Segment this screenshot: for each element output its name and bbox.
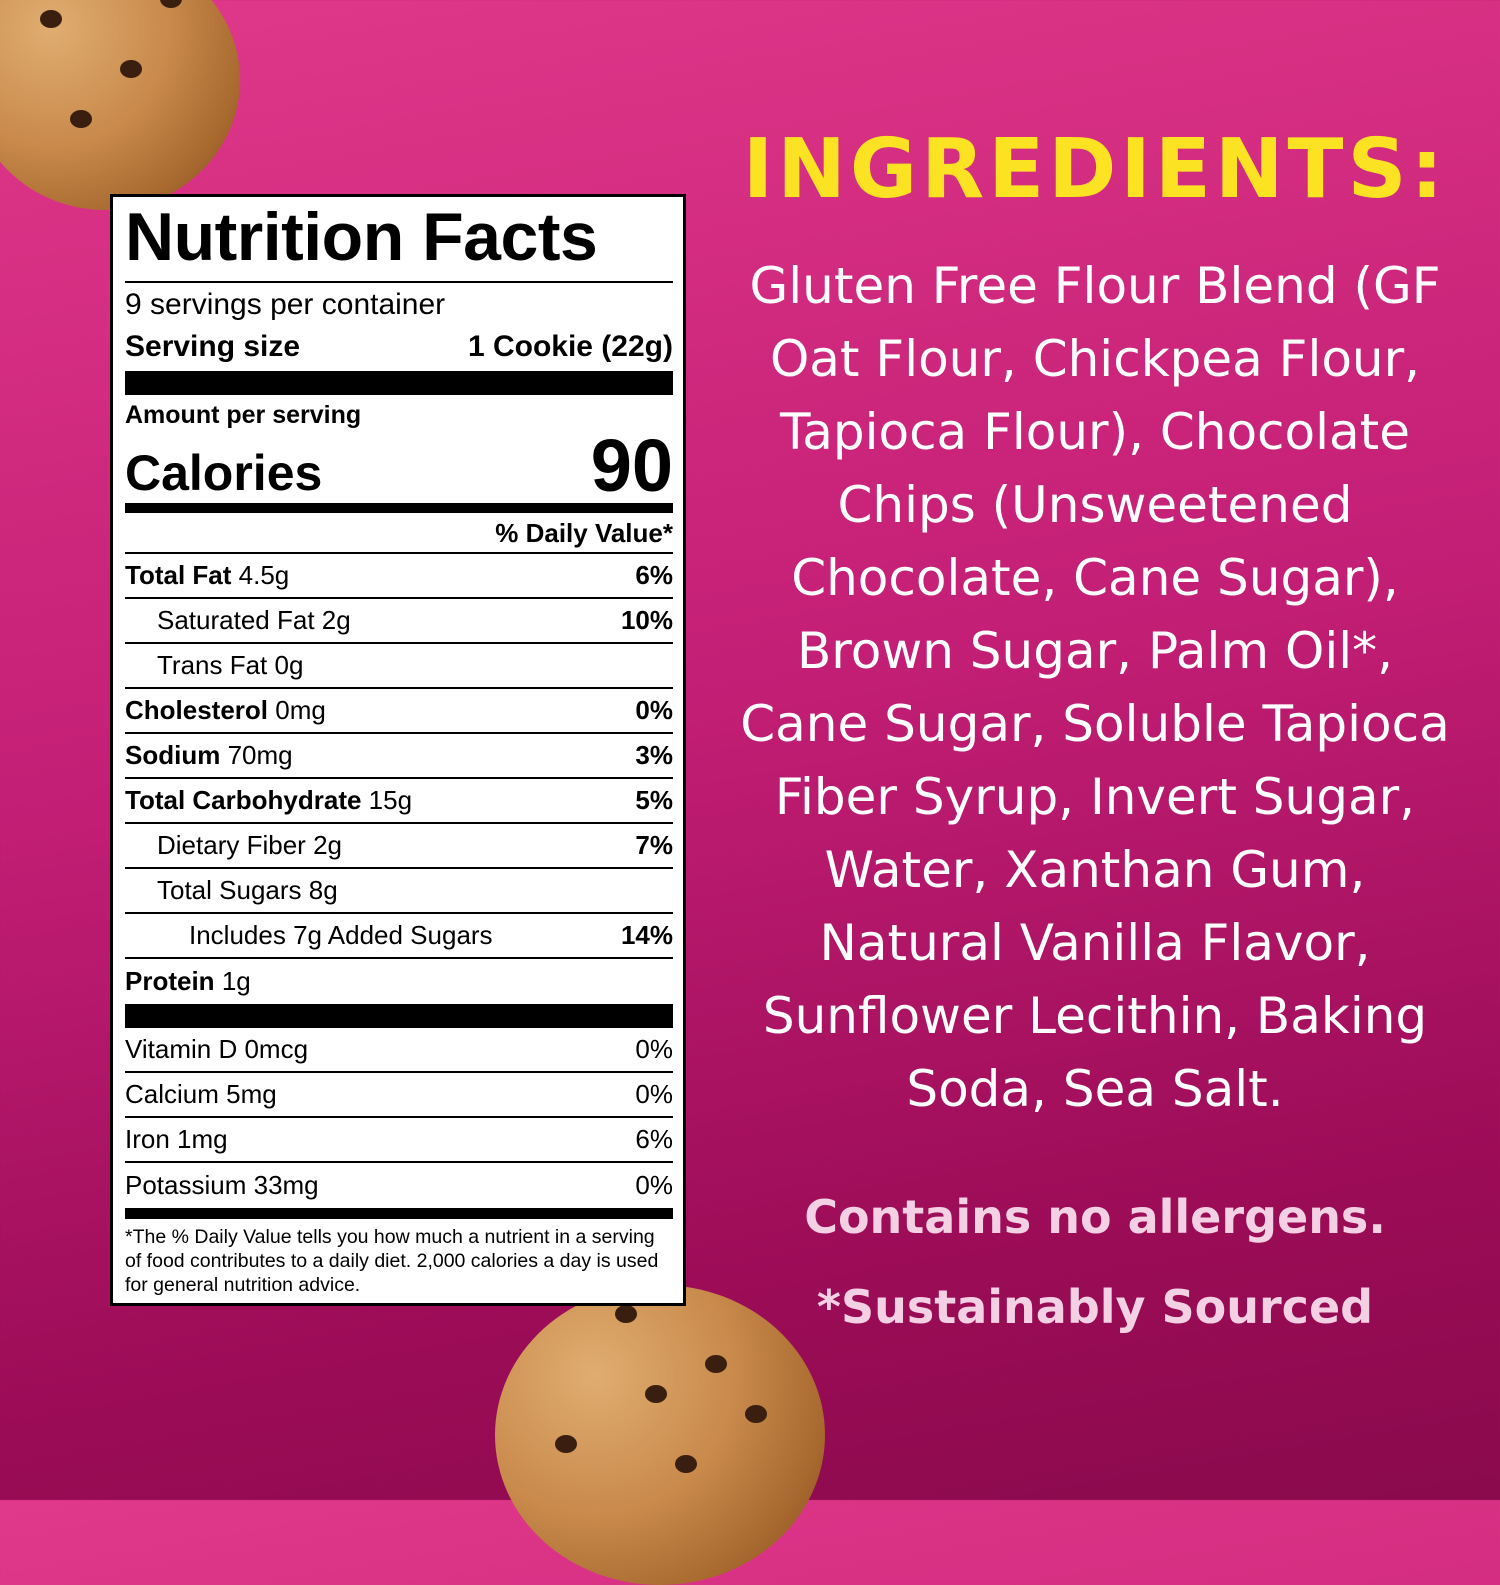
vitamin-daily-value: 0% [635,1170,673,1200]
nutrient-amount: 70mg [227,740,293,770]
nutrient-row: Total Carbohydrate 15g 5% [125,779,673,824]
daily-value-footnote: *The % Daily Value tells you how much a … [125,1226,659,1296]
vitamin-row: Calcium 5mg 0% [125,1073,673,1118]
nutrient-row: Protein 1g [125,959,673,1004]
ingredient-line: Cane Sugar, Soluble Tapioca [740,695,1450,753]
vitamin-row: Vitamin D 0mcg 0% [125,1028,673,1073]
ingredients-section: INGREDIENTS: Gluten Free Flour Blend (GF… [730,120,1460,1126]
nutrient-label: Trans Fat 0g [157,650,303,681]
nutrient-label: Cholesterol 0mg [125,695,326,726]
nutrient-row: Sodium 70mg 3% [125,734,673,779]
divider-medium [125,1208,673,1219]
nutrient-label: Includes 7g Added Sugars [189,920,493,951]
nutrient-name: Sodium [125,740,221,770]
nutrient-amount: 8g [308,875,338,905]
nutrient-label: Total Fat 4.5g [125,560,289,591]
cookie-image-top [0,0,240,210]
nutrient-name: Includes 7g Added Sugars [189,920,493,950]
serving-size-row: Serving size 1 Cookie (22g) [125,323,673,371]
vitamin-daily-value: 0% [635,1079,673,1109]
ingredient-line: Sunflower Lecithin, Baking [762,987,1428,1045]
nutrient-name: Protein [125,966,215,996]
vitamin-name: Iron 1mg [125,1124,228,1154]
nutrient-amount: 15g [368,785,413,815]
ingredient-line: Chocolate, Cane Sugar), [791,549,1399,607]
ingredient-line: Tapioca Flour), Chocolate [779,403,1411,461]
ingredient-line: Fiber Syrup, Invert Sugar, [774,768,1416,826]
ingredients-title: INGREDIENTS: [742,122,1448,217]
nutrient-label: Total Sugars 8g [157,875,338,906]
divider-medium [125,503,673,513]
vitamin-daily-value: 0% [635,1034,673,1064]
nutrient-daily-value: 3% [635,740,673,770]
nutrient-label: Sodium 70mg [125,740,293,771]
nutrition-title: Nutrition Facts [125,199,598,275]
ingredient-line: Soda, Sea Salt. [906,1060,1284,1118]
nutrient-amount: 0mg [275,695,326,725]
nutrient-row: Dietary Fiber 2g 7% [125,824,673,869]
nutrient-label: Dietary Fiber 2g [157,830,342,861]
ingredient-line: Brown Sugar, Palm Oil*, [796,622,1394,680]
serving-size-value: 1 Cookie (22g) [467,330,673,363]
ingredient-line: Gluten Free Flour Blend (GF [749,257,1441,315]
divider-thick [125,1004,673,1028]
nutrient-row: Trans Fat 0g [125,644,673,689]
nutrient-daily-value: 5% [635,785,673,815]
nutrient-daily-value: 6% [635,560,673,590]
nutrition-facts-label: Nutrition Facts 9 servings per container… [110,194,686,1306]
nutrient-label: Total Carbohydrate 15g [125,785,412,816]
nutrient-amount: 1g [221,966,251,996]
nutrient-amount: 2g [321,605,351,635]
nutrient-row: Cholesterol 0mg 0% [125,689,673,734]
serving-size-label: Serving size [125,330,301,363]
nutrient-row: Total Fat 4.5g 6% [125,554,673,599]
amount-per-serving: Amount per serving [125,401,362,429]
servings-per-container: 9 servings per container [125,288,446,321]
nutrient-daily-value: 10% [620,605,673,635]
calories-row: Calories 90 [125,429,673,503]
ingredient-line: Natural Vanilla Flavor, [819,914,1371,972]
nutrient-name: Dietary Fiber [157,830,306,860]
allergen-note: Contains no allergens. [804,1190,1386,1244]
nutrient-amount: 4.5g [238,560,290,590]
divider-thick [125,371,673,395]
nutrient-amount: 0g [274,650,304,680]
vitamin-row: Iron 1mg 6% [125,1118,673,1163]
nutrient-label: Protein 1g [125,966,251,997]
nutrient-daily-value: 14% [620,920,673,950]
ingredient-line: Oat Flour, Chickpea Flour, [769,330,1421,388]
vitamin-name: Calcium 5mg [125,1079,277,1109]
vitamin-row: Potassium 33mg 0% [125,1163,673,1208]
nutrient-row: Saturated Fat 2g 10% [125,599,673,644]
calories-label: Calories [125,445,323,501]
vitamin-name: Vitamin D 0mcg [125,1034,309,1064]
nutrient-daily-value: 0% [635,695,673,725]
nutrient-name: Total Carbohydrate [125,785,362,815]
nutrient-amount: 2g [313,830,342,860]
vitamin-name: Potassium 33mg [125,1170,319,1200]
nutrient-row: Total Sugars 8g [125,869,673,914]
calories-value: 90 [590,424,673,507]
ingredient-line: Water, Xanthan Gum, [824,841,1366,899]
nutrient-name: Trans Fat [157,650,268,680]
nutrient-name: Total Fat [125,560,232,590]
sourcing-note: *Sustainably Sourced [816,1280,1374,1334]
daily-value-header: % Daily Value* [125,513,673,554]
nutrient-label: Saturated Fat 2g [157,605,351,636]
nutrient-row: Includes 7g Added Sugars 14% [125,914,673,959]
ingredient-line: Chips (Unsweetened [837,476,1353,534]
nutrient-name: Saturated Fat [157,605,315,635]
nutrient-name: Total Sugars [157,875,302,905]
nutrient-name: Cholesterol [125,695,269,725]
nutrient-daily-value: 7% [635,830,673,860]
vitamin-daily-value: 6% [635,1124,673,1154]
